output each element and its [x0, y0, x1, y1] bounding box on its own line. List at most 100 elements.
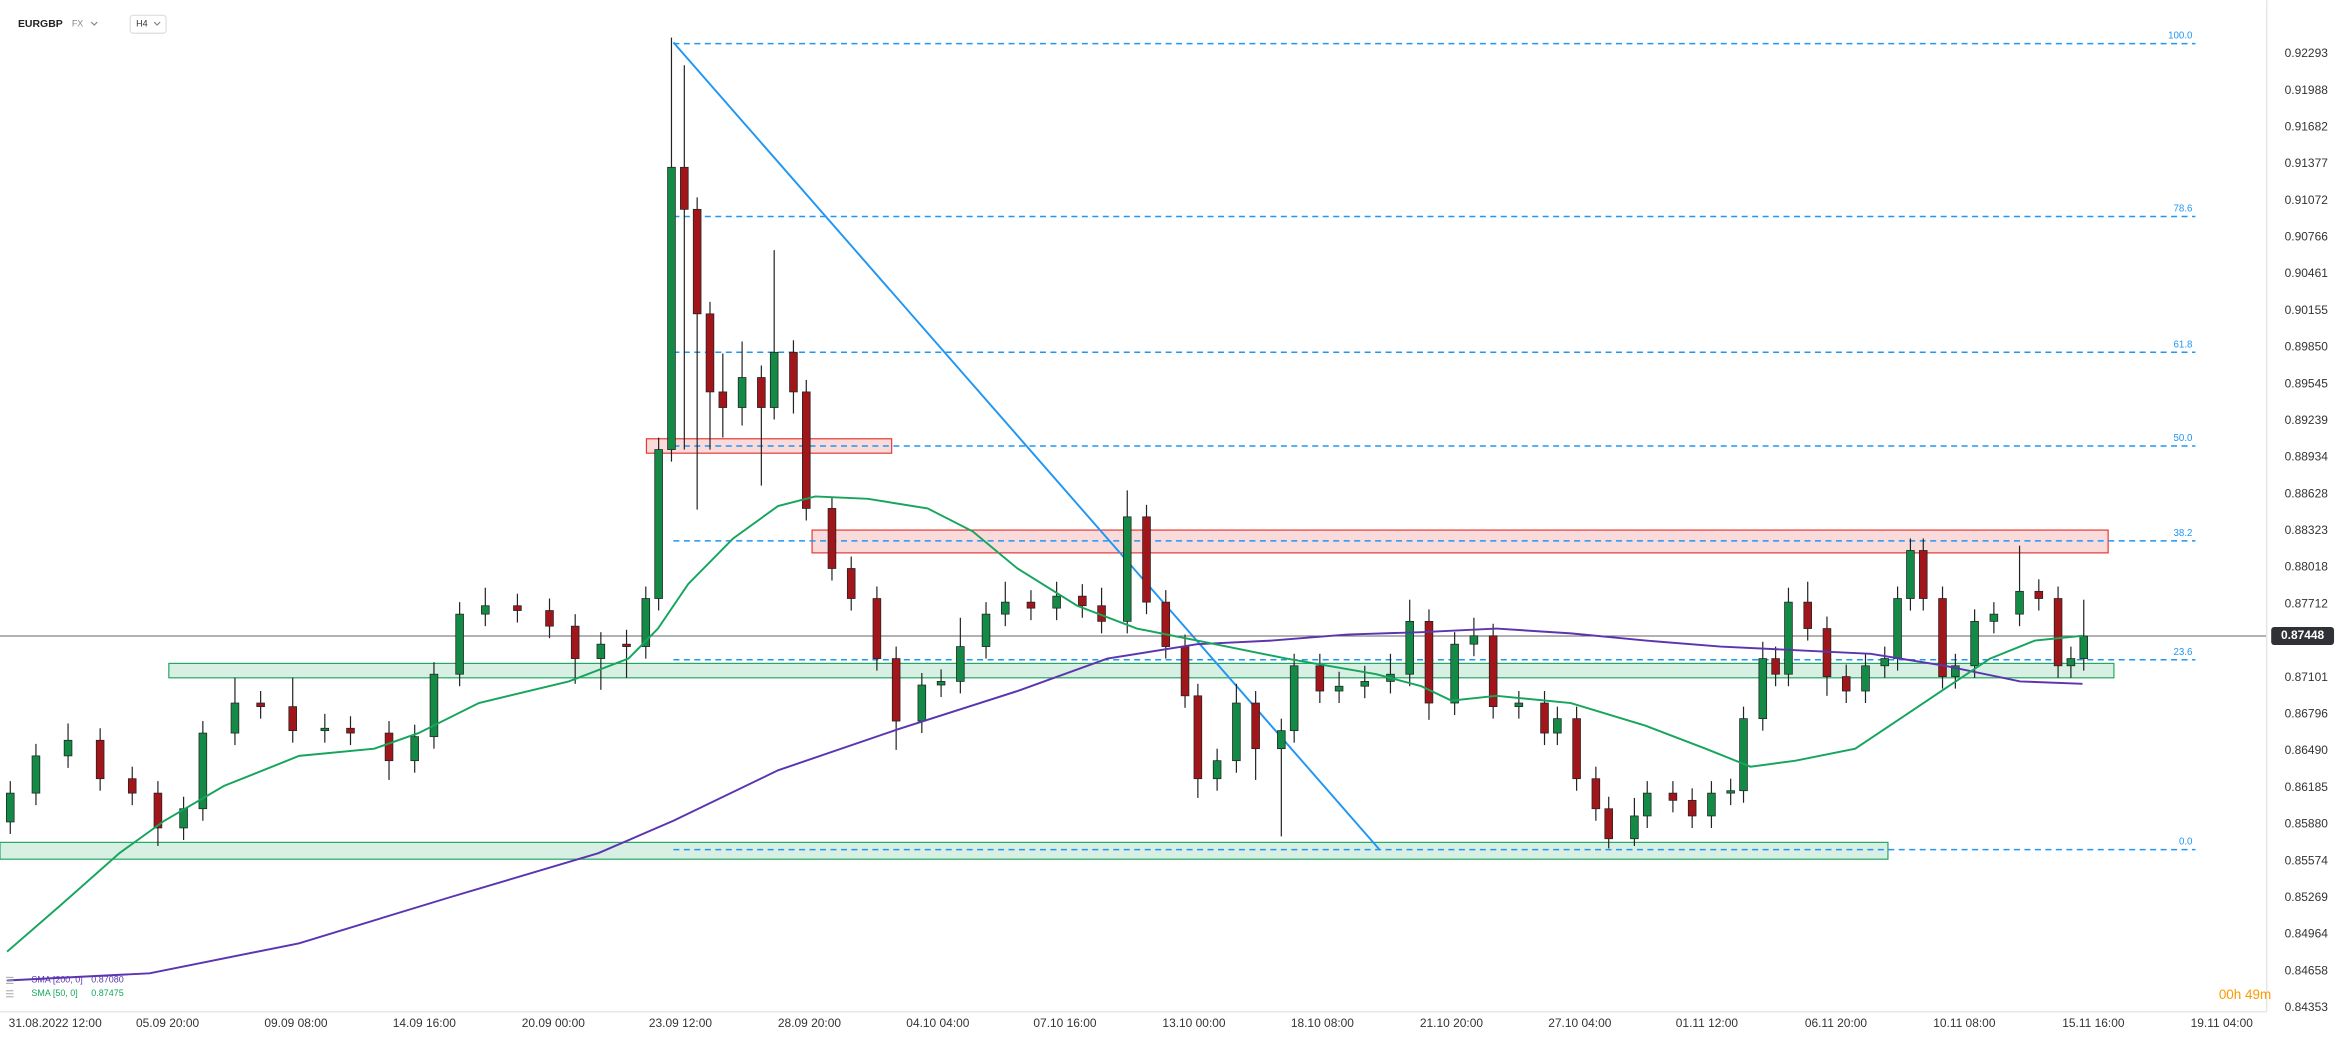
candle-body: [153, 792, 163, 829]
y-tick-label: 0.87101: [2285, 670, 2329, 684]
y-tick-label: 0.84658: [2285, 963, 2329, 977]
x-tick-label: 09.09 08:00: [264, 1016, 327, 1030]
candle-body: [2034, 590, 2044, 599]
interval-button[interactable]: [129, 14, 167, 34]
x-tick-label: 04.10 04:00: [906, 1016, 969, 1030]
candle-body: [917, 684, 927, 722]
candle-body: [1212, 760, 1222, 780]
x-tick-label: 18.10 08:00: [1291, 1016, 1354, 1030]
candle-body: [1142, 516, 1151, 603]
candle-body: [2066, 658, 2076, 667]
candle-body: [1642, 792, 1652, 817]
candle-body: [872, 598, 882, 659]
candle-body: [2079, 635, 2089, 659]
x-tick-label: 23.09 12:00: [649, 1016, 712, 1030]
candle-body: [1938, 598, 1947, 677]
y-tick-label: 0.90155: [2285, 303, 2329, 317]
candle-body: [545, 610, 554, 627]
candle-body: [429, 673, 439, 738]
candle-body: [455, 613, 464, 675]
candle-body: [320, 727, 330, 732]
zone: [0, 841, 1889, 860]
legend-value: 0.87475: [91, 988, 123, 998]
x-tick-label: 31.08.2022 12:00: [9, 1016, 102, 1030]
candle-body: [622, 643, 631, 647]
market[interactable]: FX: [72, 19, 83, 29]
candle-body: [31, 755, 41, 794]
fib-label: 23.6: [2174, 647, 2193, 658]
y-tick-label: 0.85574: [2285, 853, 2329, 867]
legend-name: SMA [50, 0]: [31, 988, 77, 998]
trendline: [672, 41, 1381, 851]
y-tick-label: 0.90461: [2285, 266, 2329, 280]
y-tick-label: 0.89545: [2285, 376, 2329, 390]
x-tick-label: 05.09 20:00: [136, 1016, 199, 1030]
candle-body: [769, 351, 779, 408]
candle-body: [1001, 601, 1010, 615]
candle-body: [1572, 718, 1581, 780]
candle-body: [705, 313, 715, 393]
x-tick-label: 20.09 00:00: [522, 1016, 585, 1030]
fib-label: 61.8: [2174, 339, 2193, 350]
candle-body: [1604, 808, 1613, 840]
candle-body: [1289, 665, 1299, 732]
candle-body: [827, 508, 837, 569]
y-tick-label: 0.89850: [2285, 340, 2329, 354]
x-tick-label: 21.10 20:00: [1420, 1016, 1483, 1030]
fib-label: 78.6: [2174, 204, 2193, 215]
interval-selector[interactable]: H4: [129, 14, 167, 34]
fib-label: 0.0: [2179, 837, 2193, 848]
candle-body: [680, 166, 689, 210]
last-price-label: 0.87448: [2281, 628, 2325, 642]
candle-body: [63, 739, 73, 757]
candle-body: [1469, 635, 1479, 645]
candle-body: [1193, 695, 1203, 780]
candle-body: [802, 391, 811, 509]
candle-body: [1784, 601, 1793, 675]
candle-body: [1334, 685, 1344, 692]
candle-body: [1488, 635, 1498, 708]
legend-icon: [5, 990, 14, 998]
x-tick-label: 27.10 04:00: [1548, 1016, 1611, 1030]
candle-body: [346, 727, 355, 734]
market-selector[interactable]: FX: [72, 19, 98, 29]
y-tick-label: 0.88323: [2285, 523, 2329, 537]
y-tick-label: 0.86185: [2285, 780, 2329, 794]
dropdown-icon[interactable]: [90, 21, 98, 26]
x-tick-label: 01.11 12:00: [1676, 1016, 1739, 1030]
candle-body: [1726, 790, 1735, 794]
candle-body: [95, 739, 105, 780]
y-tick-label: 0.85269: [2285, 890, 2329, 904]
candle-body: [1026, 601, 1036, 609]
candle-body: [1861, 665, 1870, 692]
candle-body: [692, 208, 702, 315]
candle-body: [1989, 613, 1999, 622]
candle-body: [230, 702, 240, 734]
candle-body: [1707, 792, 1716, 817]
candle-body: [891, 658, 901, 722]
candle-body: [384, 732, 394, 762]
candle-body: [1630, 815, 1639, 840]
candle-body: [1232, 702, 1241, 762]
last-price-tag: [2271, 627, 2335, 645]
interval[interactable]: H4: [136, 19, 147, 29]
y-tick-label: 0.91988: [2285, 83, 2329, 97]
candle-body: [513, 605, 522, 611]
x-tick-label: 07.10 16:00: [1033, 1016, 1096, 1030]
candle-body: [2015, 590, 2024, 615]
candle-body: [737, 377, 747, 408]
y-tick-label: 0.90766: [2285, 230, 2329, 244]
y-tick-label: 0.86796: [2285, 706, 2329, 720]
candle-body: [789, 351, 798, 393]
candle-body: [6, 792, 15, 823]
candle-body: [410, 736, 419, 762]
y-tick-label: 0.86490: [2285, 743, 2329, 757]
candle-body: [667, 166, 676, 450]
y-tick-label: 0.92293: [2285, 46, 2329, 60]
x-tick-label: 28.09 20:00: [778, 1016, 841, 1030]
y-tick-label: 0.88018: [2285, 560, 2329, 574]
candle-body: [641, 598, 651, 647]
dropdown-icon[interactable]: [153, 21, 161, 26]
